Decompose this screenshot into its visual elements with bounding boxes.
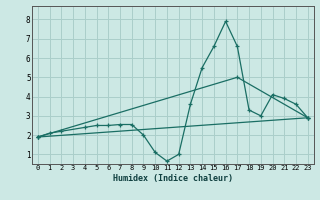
X-axis label: Humidex (Indice chaleur): Humidex (Indice chaleur) [113,174,233,183]
